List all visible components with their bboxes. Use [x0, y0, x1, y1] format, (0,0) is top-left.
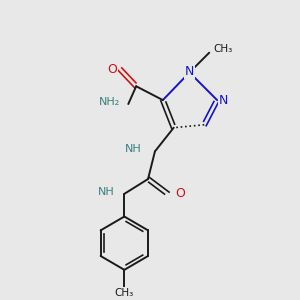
Text: CH₃: CH₃ — [115, 287, 134, 298]
Text: NH₂: NH₂ — [99, 97, 120, 107]
Text: CH₃: CH₃ — [213, 44, 232, 54]
Text: NH: NH — [125, 144, 142, 154]
Text: N: N — [218, 94, 228, 106]
Text: O: O — [176, 187, 185, 200]
Text: NH: NH — [98, 187, 115, 197]
Text: O: O — [108, 63, 117, 76]
Text: N: N — [185, 65, 194, 78]
